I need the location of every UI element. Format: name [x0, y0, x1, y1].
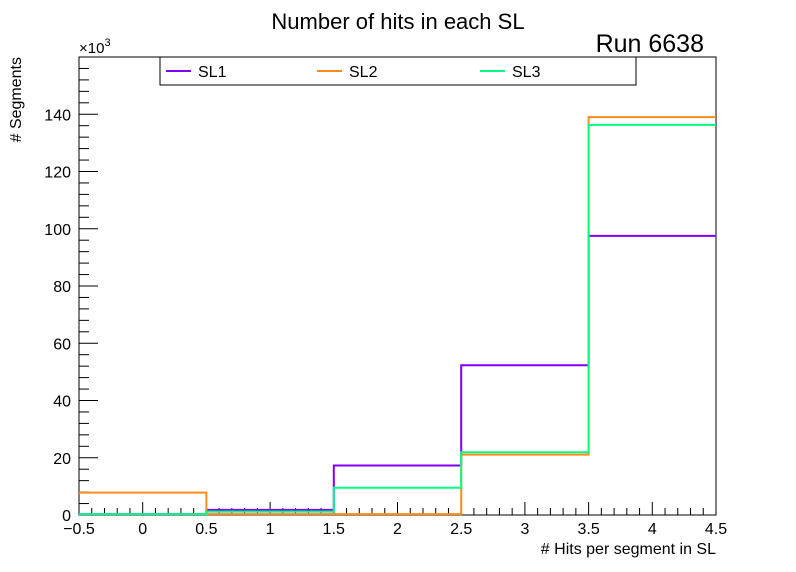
x-tick-label: 3.5 — [577, 521, 599, 538]
chart-title: Number of hits in each SL — [271, 9, 524, 34]
legend-label-sl2: SL2 — [349, 64, 378, 81]
x-tick-label: 4.5 — [705, 521, 727, 538]
x-tick-label: 1.5 — [323, 521, 345, 538]
series-layer — [79, 116, 716, 516]
x-tick-label: 1 — [266, 521, 275, 538]
legend-box — [159, 56, 637, 86]
legend-label-sl3: SL3 — [512, 64, 541, 81]
x-axis-title: # Hits per segment in SL — [541, 541, 716, 558]
y-tick-label: 60 — [53, 336, 71, 353]
series-sl1-line — [79, 234, 716, 516]
y-tick-label: 140 — [44, 107, 71, 124]
run-annotation: Run 6638 — [596, 30, 704, 58]
x-tick-label: 0.5 — [195, 521, 217, 538]
x-axis-ticks — [78, 502, 717, 515]
y-tick-label: 100 — [44, 222, 71, 239]
x-tick-label: 0 — [138, 521, 147, 538]
y-tick-label: 0 — [62, 508, 71, 525]
y-multiplier: ×103 — [79, 37, 111, 57]
y-tick-label: 40 — [53, 394, 71, 411]
series-sl2-line — [79, 116, 716, 516]
series-sl3-line — [79, 123, 716, 516]
y-multiplier-exponent: 3 — [104, 37, 110, 49]
x-tick-label: 3 — [520, 521, 529, 538]
y-axis-title: # Segments — [8, 57, 25, 142]
legend: SL1 SL2 SL3 — [166, 64, 541, 81]
y-tick-label: 80 — [53, 279, 71, 296]
x-tick-label: 2 — [393, 521, 402, 538]
y-axis-ticks — [79, 56, 98, 516]
x-tick-label: 4 — [648, 521, 657, 538]
x-tick-label: −0.5 — [63, 521, 95, 538]
y-tick-label: 20 — [53, 451, 71, 468]
y-tick-label: 120 — [44, 165, 71, 182]
x-axis-tick-labels: −0.5 0 0.5 1 1.5 2 2.5 3 3.5 4 4.5 — [63, 521, 727, 538]
y-multiplier-base: ×10 — [79, 40, 104, 57]
x-tick-label: 2.5 — [450, 521, 472, 538]
legend-label-sl1: SL1 — [198, 64, 227, 81]
y-axis-tick-labels: 0 20 40 60 80 100 120 140 — [44, 107, 71, 525]
